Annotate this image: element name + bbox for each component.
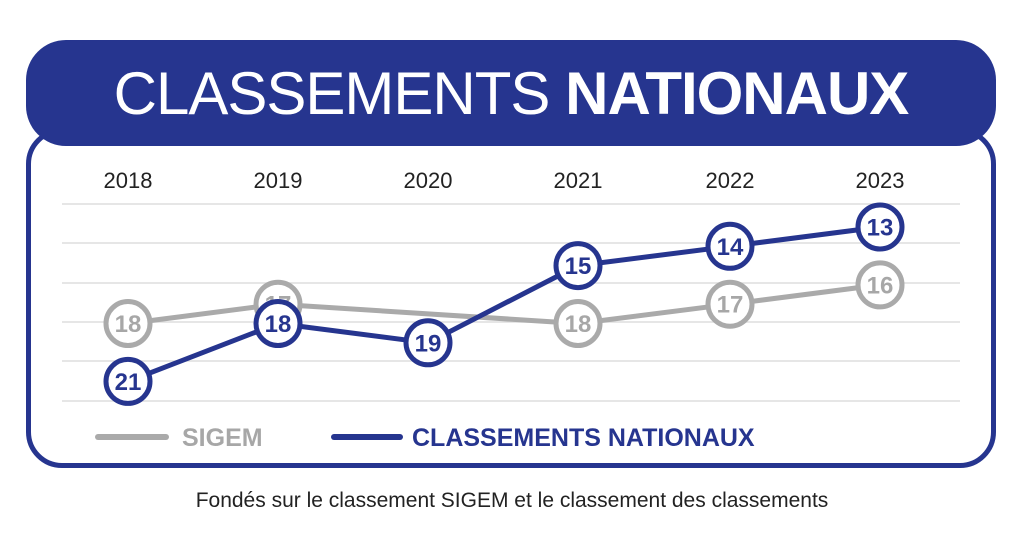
data-label-1-2021: 15 [565, 253, 592, 280]
x-tick-label-2023: 2023 [856, 168, 905, 193]
legend-label-sigem: SIGEM [182, 424, 263, 452]
data-label-1-2022: 14 [717, 234, 744, 261]
data-point-1-2019 [253, 299, 303, 348]
data-point-0-2022 [705, 279, 755, 329]
data-point-0-2021 [553, 299, 603, 348]
data-point-1-2020 [403, 318, 453, 368]
title-banner: CLASSEMENTS NATIONAUX [26, 40, 996, 146]
data-point-0-2023 [855, 260, 905, 310]
data-label-1-2023: 13 [867, 215, 894, 242]
chart-title-bold: NATIONAUX [565, 59, 909, 127]
chart-title: CLASSEMENTS NATIONAUX [113, 59, 910, 128]
series-line-1 [127, 224, 881, 384]
legend-label-classements: CLASSEMENTS NATIONAUX [412, 424, 755, 452]
x-tick-label-2021: 2021 [554, 168, 603, 193]
data-label-1-2018: 21 [115, 369, 142, 396]
x-tick-label-2019: 2019 [254, 168, 303, 193]
data-point-0-2018 [103, 299, 153, 348]
data-label-0-2023: 16 [867, 272, 894, 299]
x-tick-label-2018: 2018 [104, 168, 153, 193]
data-label-0-2021: 18 [565, 311, 592, 338]
x-tick-label-2022: 2022 [706, 168, 755, 193]
x-tick-label-2020: 2020 [404, 168, 453, 193]
data-label-0-2018: 18 [115, 311, 142, 338]
data-point-1-2023 [855, 202, 905, 252]
data-label-1-2020: 19 [415, 330, 442, 357]
data-point-1-2018 [103, 356, 153, 406]
data-point-1-2022 [705, 221, 755, 271]
data-label-1-2019: 18 [265, 311, 292, 338]
data-point-1-2021 [553, 241, 603, 291]
chart-title-light: CLASSEMENTS [113, 59, 551, 127]
data-label-0-2022: 17 [717, 292, 744, 319]
chart-caption: Fondés sur le classement SIGEM et le cla… [195, 489, 829, 512]
